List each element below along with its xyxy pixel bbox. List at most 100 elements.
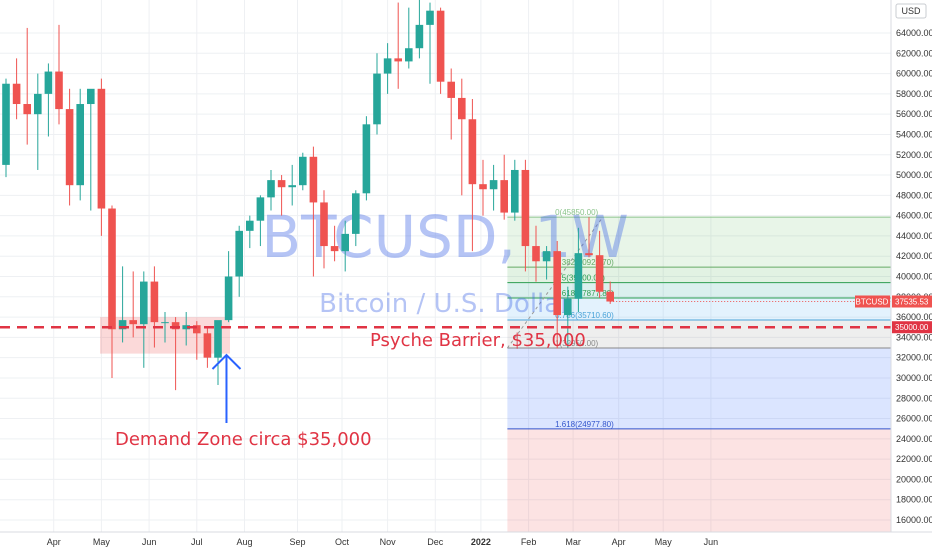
candle-body[interactable] [23, 104, 31, 115]
candle-body[interactable] [553, 251, 561, 316]
candle-body[interactable] [489, 180, 498, 190]
candle-body[interactable] [193, 325, 201, 334]
candle-body[interactable] [415, 24, 424, 49]
candle-body[interactable] [246, 220, 254, 231]
time-tick-label: May [93, 537, 111, 547]
candle-body[interactable] [108, 208, 116, 330]
candle-body[interactable] [574, 253, 583, 299]
fib-level-label: 0(45850.00) [555, 208, 598, 217]
candle-body[interactable] [362, 124, 371, 194]
time-tick-label: Jun [704, 537, 719, 547]
fib-level-label: 0.382(40922.70) [555, 258, 614, 267]
candle-body[interactable] [341, 233, 349, 252]
arrow-head[interactable] [211, 353, 242, 370]
fib-level-label: 1.618(24977.80) [555, 420, 614, 429]
candle-body[interactable] [214, 320, 222, 358]
barrier-annotation[interactable]: Psyche Barrier, $35,000 [370, 330, 586, 351]
candle-body[interactable] [585, 253, 593, 256]
time-tick-label: May [655, 537, 673, 547]
candle-body[interactable] [521, 169, 530, 247]
candle-body[interactable] [542, 251, 551, 262]
price-tick-label: 24000.00 [896, 434, 932, 444]
candle-body[interactable] [161, 322, 169, 324]
time-tick-label: 2022 [471, 537, 491, 547]
candle-body[interactable] [150, 281, 159, 323]
fib-zone [507, 298, 891, 321]
candle-body[interactable] [267, 180, 275, 198]
price-tick-label: 46000.00 [896, 211, 932, 221]
candle-body[interactable] [65, 109, 74, 186]
candle-body[interactable] [87, 88, 95, 105]
annotations[interactable]: Psyche Barrier, $35,000 Demand Zone circ… [115, 330, 586, 450]
fib-zone [507, 320, 891, 349]
candle-body[interactable] [118, 320, 127, 330]
candles[interactable] [2, 0, 614, 391]
fibonacci-retracement[interactable]: 0(45850.00)0.382(40922.70)0.5(39400.00)0… [506, 208, 891, 532]
fib-zone [507, 428, 891, 532]
candle-body[interactable] [394, 58, 402, 62]
demand-zone-annotation[interactable]: Demand Zone circa $35,000 [115, 429, 372, 450]
candle-body[interactable] [500, 180, 508, 213]
candle-body[interactable] [288, 185, 296, 188]
candle-body[interactable] [235, 230, 243, 277]
candle-body[interactable] [44, 71, 53, 94]
candle-body[interactable] [564, 298, 572, 316]
price-tick-label: 52000.00 [896, 150, 932, 160]
grid [0, 0, 891, 532]
fib-level-label: 0.786(35710.60) [555, 311, 614, 320]
candle-body[interactable] [12, 83, 21, 105]
candle-body[interactable] [468, 119, 477, 185]
price-axis[interactable]: USD 16000.00 18000.00 20000.00 22000.00 2400… [890, 0, 932, 532]
candle-body[interactable] [532, 246, 540, 262]
candle-body[interactable] [182, 325, 190, 330]
price-tick-label: 62000.00 [896, 48, 932, 58]
watermark-title: BTCUSD, 1W [261, 203, 628, 271]
price-axis-background [891, 0, 932, 532]
price-tick-label: 36000.00 [896, 312, 932, 322]
time-axis-background [0, 532, 932, 550]
candle-body[interactable] [299, 156, 307, 186]
price-tick-label: 40000.00 [896, 272, 932, 282]
price-tags: BTCUSD 37535.53 35000.00 [610, 295, 932, 334]
price-tick-label: 22000.00 [896, 454, 932, 464]
price-tick-label: 30000.00 [896, 373, 932, 383]
currency-label[interactable]: USD [901, 6, 921, 16]
fib-zone [507, 348, 891, 429]
barrier-tag: 35000.00 [895, 323, 929, 332]
candle-body[interactable] [383, 58, 392, 74]
candle-body[interactable] [140, 281, 148, 325]
candle-body[interactable] [2, 83, 10, 165]
candle-body[interactable] [373, 73, 381, 125]
time-tick-label: Jul [191, 537, 203, 547]
candle-body[interactable] [256, 197, 265, 221]
price-tick-label: 50000.00 [896, 170, 932, 180]
currency-button[interactable] [895, 3, 927, 19]
candle-body[interactable] [76, 104, 84, 186]
time-axis[interactable]: Apr May Jun Jul Aug Sep Oct Nov Dec 2022 Feb Mar Apr… [0, 531, 932, 550]
candle-body[interactable] [277, 180, 286, 188]
fib-zone [507, 217, 891, 268]
candle-body[interactable] [436, 10, 445, 82]
barrier-tag-background [892, 321, 932, 334]
candle-body[interactable] [447, 81, 455, 98]
candle-body[interactable] [595, 255, 604, 292]
candle-body[interactable] [55, 71, 63, 110]
candle-body[interactable] [405, 48, 413, 62]
candle-body[interactable] [511, 169, 519, 213]
candle-body[interactable] [320, 202, 328, 247]
price-tick-label: 18000.00 [896, 495, 932, 505]
candle-body[interactable] [34, 93, 42, 115]
candle-body[interactable] [171, 322, 180, 330]
candle-body[interactable] [330, 246, 339, 252]
candle-body[interactable] [352, 193, 360, 234]
candle-body[interactable] [606, 291, 614, 302]
candle-body[interactable] [203, 333, 212, 358]
candle-body[interactable] [426, 10, 434, 25]
candle-body[interactable] [309, 156, 318, 203]
candle-body[interactable] [458, 97, 466, 120]
candle-body[interactable] [479, 184, 487, 190]
candle-body[interactable] [97, 88, 106, 209]
candle-body[interactable] [129, 320, 137, 325]
candle-body[interactable] [224, 276, 233, 321]
